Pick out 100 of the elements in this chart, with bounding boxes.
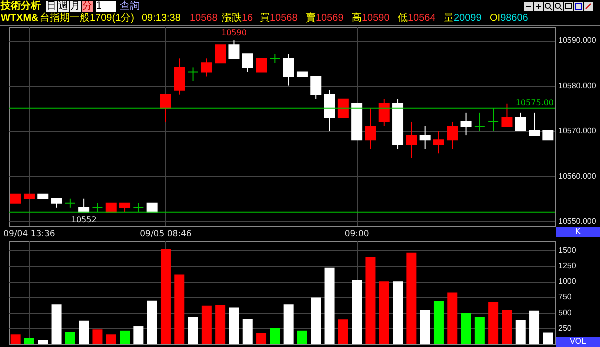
text: 買10568 [260,13,298,24]
bar [38,340,48,344]
candlestick [365,108,376,150]
candlestick [460,112,472,136]
candlestick [228,40,240,60]
bar [256,333,267,344]
y-tick-label: 10550.000 [558,216,597,226]
bar [461,313,472,344]
candlestick [283,54,294,86]
bar [366,257,376,344]
bar [106,334,116,344]
candlestick [242,54,254,73]
candlestick [215,44,226,64]
bar [543,332,554,344]
bar [488,302,499,344]
label-badge: VOL [556,337,600,347]
text: 漲跌16 [222,13,254,24]
bar [284,304,294,344]
candlestick [515,112,526,132]
bar [352,280,362,344]
button: 週 [58,1,69,12]
candlestick [378,98,390,127]
bar [530,310,540,344]
bar [406,252,417,344]
y-tick-label: 1500 [558,246,577,255]
y-tick-label: 250 [558,324,572,333]
bar [229,308,240,344]
bar [134,326,144,344]
text: 10568 [190,13,218,24]
candlestick [324,90,336,132]
candlestick [529,112,540,136]
bar [79,320,90,344]
candlestick [174,58,186,96]
bar [216,305,226,344]
button: 分 [82,1,93,12]
bar [434,302,444,344]
candlestick [310,76,322,100]
y-tick-label: 500 [558,308,572,318]
y-tick-label: 10590.000 [558,36,597,46]
bar [147,300,158,344]
bar [448,292,458,344]
bar [311,298,322,344]
text: OI98606 [490,13,528,24]
y-tick-label: 1000 [558,277,577,286]
ref-line-label: 10575.00 [516,98,554,108]
text: WTXM& [1,13,39,24]
candlestick [188,67,199,82]
text: 量20099 [444,13,482,24]
candlestick [502,103,513,127]
text: 低10564 [398,13,436,24]
candlestick [338,98,349,118]
text: 賣10569 [306,13,344,24]
text: 查詢 [120,1,140,12]
bar [502,310,512,344]
candlestick [270,54,281,64]
bar [188,317,198,344]
candlestick [406,121,418,159]
y-tick-label: 1250 [558,261,577,270]
bar [516,320,526,344]
dropdown: 1 [96,1,116,12]
bar [65,332,76,344]
bar [52,304,62,344]
x-tick-label: 09/05 08:46 [140,230,192,240]
bar [420,310,430,344]
bar [324,268,335,344]
bar [160,249,171,344]
candlestick [201,58,212,78]
candlestick [542,130,554,141]
bar [10,334,21,344]
candlestick [120,202,131,213]
y-tick-label: 10570.000 [558,126,597,136]
text: 技術分析 [1,1,41,12]
bar [92,330,103,344]
y-tick-label: 10560.000 [558,172,597,181]
bar [297,330,308,344]
bar [474,317,485,344]
candlestick [51,198,62,208]
bar [24,338,34,344]
y-tick-label: 750 [558,292,572,302]
bar [120,330,130,344]
label-badge: K [556,227,600,237]
annotation: 10552 [71,215,97,224]
text: 09:13:38 [142,13,181,24]
text: 高10590 [352,13,390,24]
candlestick [420,126,431,150]
bar [270,328,280,344]
candlestick [474,112,486,132]
bar [379,282,390,344]
button: 月 [70,1,81,12]
candlestick [64,198,76,208]
annotation: 10590 [222,28,247,38]
bar [393,282,404,344]
bar [242,319,253,344]
bar [202,306,212,344]
candlestick [10,194,22,204]
candlestick [447,121,458,150]
bar [338,320,348,344]
bar [174,274,185,344]
candlestick [433,130,444,154]
candlestick [256,58,268,73]
